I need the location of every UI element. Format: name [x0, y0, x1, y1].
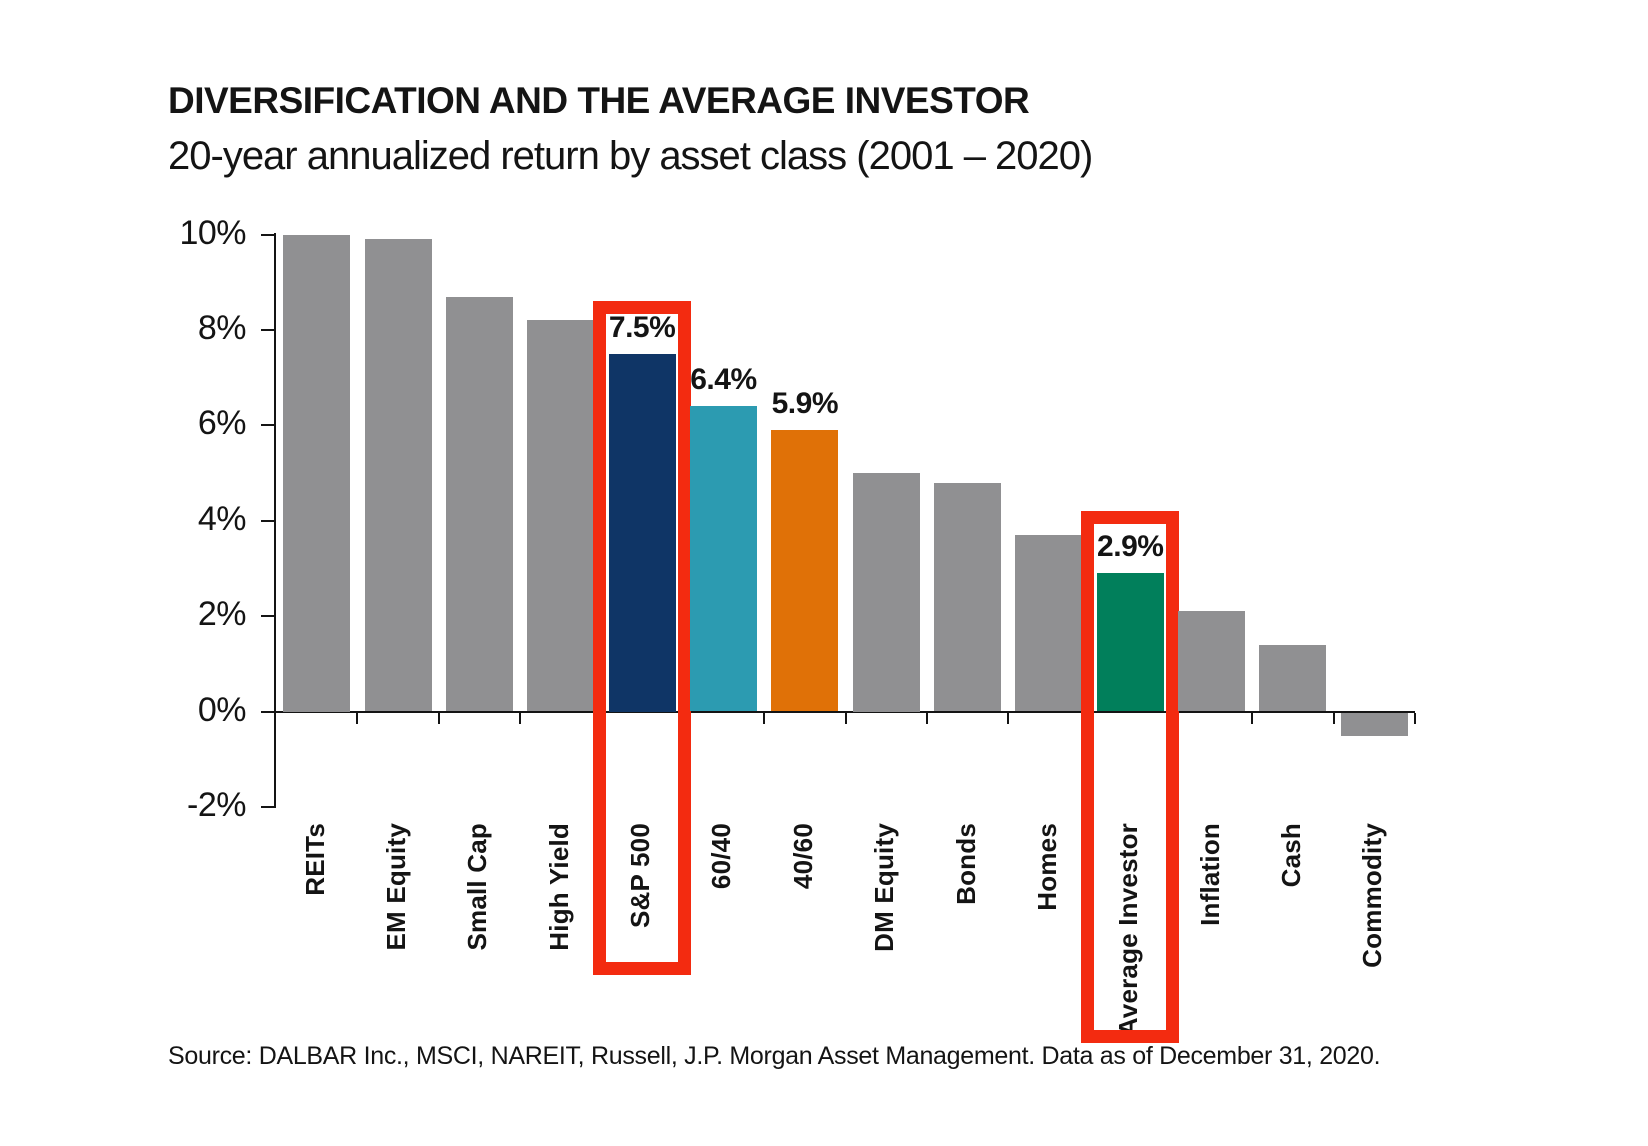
bar-s-p-500: [608, 353, 676, 712]
category-label-dm-equity: DM Equity: [869, 823, 900, 952]
highlight-box-average-investor: [1081, 511, 1180, 1043]
bar-average-investor: [1096, 573, 1164, 712]
category-label-high-yield: High Yield: [543, 823, 574, 951]
y-axis-tick-label: 0%: [197, 690, 247, 729]
chart-subtitle: 20-year annualized return by asset class…: [168, 134, 1093, 178]
y-axis-tick-label: 6%: [197, 404, 247, 443]
category-label-small-cap: Small Cap: [462, 823, 493, 951]
y-axis-tick-label: 4%: [197, 499, 247, 538]
bar-small-cap: [445, 296, 513, 712]
category-label-reits: REITs: [299, 823, 330, 896]
value-label-average-investor: 2.9%: [1097, 530, 1164, 564]
bar-em-equity: [364, 239, 432, 712]
category-label-60-40: 60/40: [706, 823, 737, 890]
x-axis-tick: [519, 712, 522, 724]
x-axis-tick: [763, 712, 766, 724]
x-axis-tick: [1332, 712, 1335, 724]
x-axis-tick: [1251, 712, 1254, 724]
category-label-cash: Cash: [1275, 823, 1306, 888]
bar-commodity: [1340, 712, 1408, 737]
category-label-commodity: Commodity: [1357, 823, 1388, 968]
highlight-box-s-p-500: [593, 301, 692, 975]
chart-title: DIVERSIFICATION AND THE AVERAGE INVESTOR: [168, 80, 1030, 121]
y-axis-tick-label: 2%: [197, 595, 247, 634]
y-axis-tick-label: -2%: [187, 785, 246, 824]
bar-dm-equity: [852, 473, 920, 712]
x-axis-tick: [437, 712, 440, 724]
x-axis-tick: [844, 712, 847, 724]
bar-inflation: [1178, 611, 1246, 712]
y-axis-tick: [261, 519, 276, 522]
y-axis-tick-label: 8%: [197, 308, 247, 347]
category-label-inflation: Inflation: [1194, 823, 1225, 926]
y-axis-tick: [261, 615, 276, 618]
value-label-40-60: 5.9%: [771, 387, 839, 421]
bar-high-yield: [527, 320, 595, 712]
x-axis-tick: [925, 712, 928, 724]
value-label-s-p-500: 7.5%: [608, 310, 676, 344]
bar-40-60: [771, 430, 839, 712]
bar-cash: [1259, 644, 1327, 712]
y-axis-tick: [261, 424, 276, 427]
x-axis-baseline: [261, 710, 1415, 713]
bar-60-40: [689, 406, 757, 712]
value-label-60-40: 6.4%: [690, 363, 757, 397]
bar-homes: [1015, 535, 1083, 712]
category-label-em-equity: EM Equity: [381, 823, 412, 951]
x-axis-tick: [1007, 712, 1010, 724]
y-axis-tick: [261, 233, 276, 236]
category-label-homes: Homes: [1031, 823, 1062, 911]
y-axis-tick-label: 10%: [179, 213, 246, 252]
category-label-bonds: Bonds: [950, 823, 981, 905]
x-axis-tick: [1414, 712, 1416, 724]
bar-reits: [283, 234, 351, 712]
source-note: Source: DALBAR Inc., MSCI, NAREIT, Russe…: [168, 1042, 1381, 1070]
bar-bonds: [934, 482, 1002, 712]
x-axis-tick: [356, 712, 359, 724]
y-axis-tick: [261, 805, 276, 808]
y-axis-tick: [261, 328, 276, 331]
category-label-40-60: 40/60: [787, 823, 818, 890]
